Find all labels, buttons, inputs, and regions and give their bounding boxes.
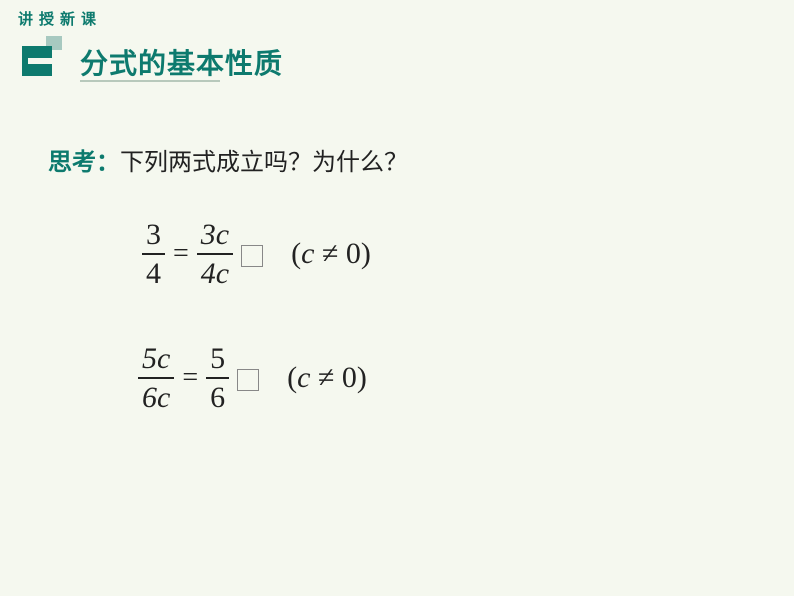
fraction-1a: 3 4 [142,218,165,290]
denominator: 4c [197,257,233,290]
question-prompt: 思考：下列两式成立吗？为什么？ [48,142,408,177]
fraction-bar [138,377,174,379]
condition-2: (c ≠ 0) [287,361,367,395]
fraction-bar [197,253,233,255]
condition-1: (c ≠ 0) [291,237,371,271]
denominator: 4 [142,257,165,290]
section-title: 分式的基本性质 [80,42,283,82]
lesson-phase-label: 讲授新课 [18,8,102,29]
denominator: 6 [206,381,229,414]
answer-box [237,369,259,391]
numerator: 5c [138,342,174,375]
fraction-2b: 5 6 [206,342,229,414]
fraction-bar [206,377,229,379]
title-underline [80,80,220,82]
fraction-bar [142,253,165,255]
fraction-2a: 5c 6c [138,342,174,414]
equation-2: 5c 6c = 5 6 (c ≠ 0) [138,342,367,414]
equation-1: 3 4 = 3c 4c (c ≠ 0) [142,218,371,290]
answer-box [241,245,263,267]
fraction-1b: 3c 4c [197,218,233,290]
numerator: 3 [142,218,165,251]
denominator: 6c [138,381,174,414]
numerator: 3c [197,218,233,251]
section-icon [22,36,72,80]
equals-sign: = [182,362,198,394]
equals-sign: = [173,238,189,270]
think-label: 思考： [48,149,120,176]
numerator: 5 [206,342,229,375]
question-text: 下列两式成立吗？为什么？ [120,149,408,176]
